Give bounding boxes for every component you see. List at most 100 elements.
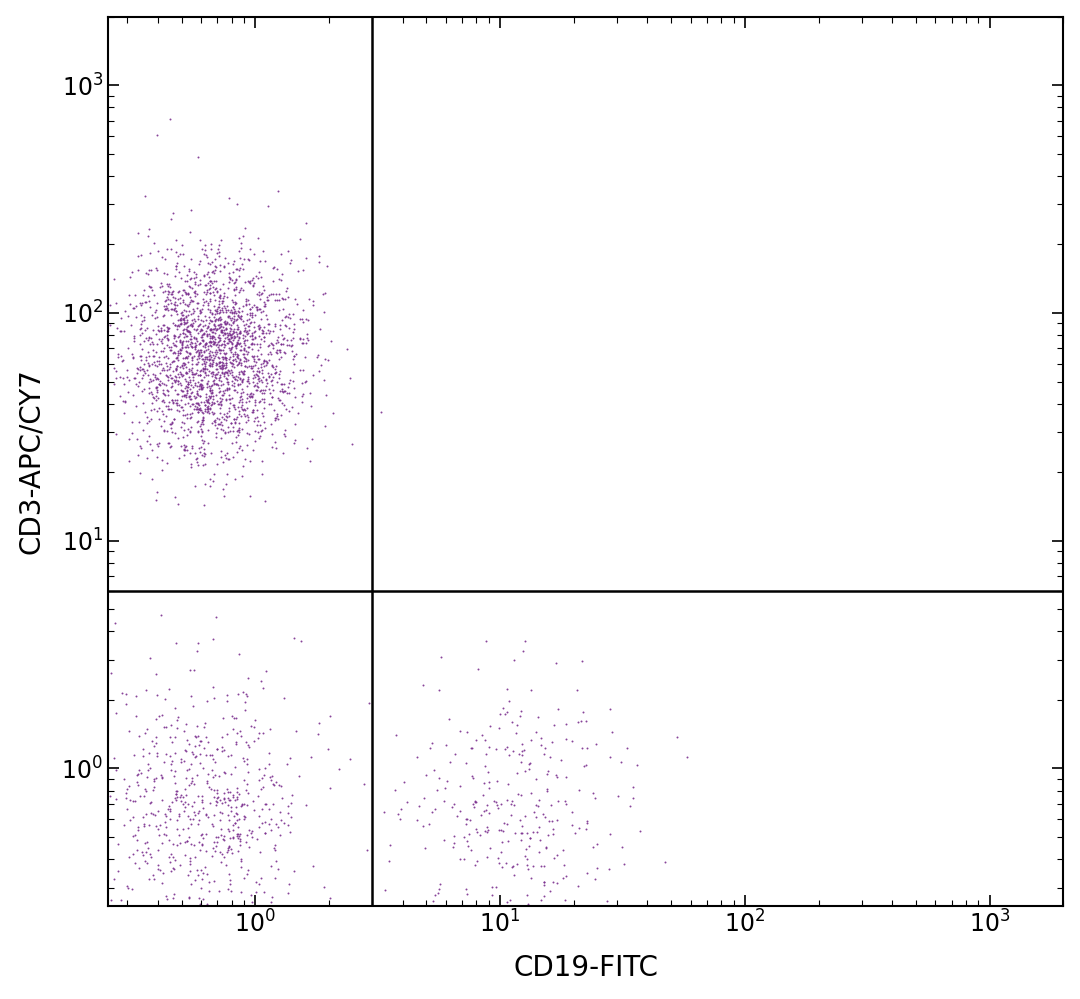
Point: [212, 373, 229, 389]
Point: [237, 275, 254, 291]
Point: [251, 321, 268, 337]
Point: [229, 317, 246, 333]
Point: [200, 436, 217, 452]
Point: [265, 382, 282, 398]
Point: [192, 826, 210, 842]
Point: [153, 792, 171, 808]
Point: [264, 359, 281, 375]
Point: [276, 429, 294, 445]
Point: [287, 346, 305, 362]
Point: [178, 344, 195, 360]
Point: [254, 453, 271, 469]
Point: [225, 314, 242, 330]
Point: [202, 780, 219, 796]
Point: [240, 412, 257, 428]
Point: [214, 361, 231, 377]
Point: [132, 349, 149, 365]
Point: [183, 328, 200, 344]
Point: [228, 349, 245, 365]
Point: [243, 341, 260, 357]
Point: [230, 231, 247, 247]
Point: [124, 300, 141, 316]
Point: [158, 408, 175, 424]
Point: [175, 722, 192, 738]
Point: [429, 885, 446, 901]
Point: [241, 312, 258, 328]
Point: [286, 432, 303, 448]
Point: [511, 811, 528, 827]
Point: [221, 354, 239, 370]
Point: [156, 340, 173, 356]
Point: [170, 284, 187, 300]
Point: [195, 246, 213, 262]
Point: [502, 795, 519, 811]
Point: [528, 824, 545, 840]
Point: [140, 413, 158, 429]
Point: [147, 710, 164, 726]
Point: [144, 372, 161, 388]
Point: [230, 407, 247, 423]
Point: [205, 782, 222, 798]
Point: [195, 740, 213, 756]
Point: [166, 382, 184, 398]
Point: [481, 739, 498, 755]
Point: [259, 338, 276, 354]
Point: [491, 706, 509, 722]
Point: [137, 682, 154, 698]
Point: [207, 259, 225, 275]
Point: [148, 379, 165, 395]
Point: [179, 286, 197, 302]
Point: [166, 426, 184, 442]
Point: [154, 393, 172, 409]
Point: [281, 875, 298, 891]
Point: [288, 296, 306, 312]
Point: [180, 381, 198, 397]
Point: [203, 306, 220, 322]
Point: [230, 377, 247, 393]
Point: [276, 346, 294, 362]
Point: [490, 799, 508, 815]
Point: [227, 337, 244, 353]
Point: [215, 832, 232, 848]
Point: [226, 253, 243, 269]
Point: [190, 834, 207, 850]
Point: [217, 451, 234, 467]
Point: [191, 303, 208, 319]
Point: [145, 782, 162, 798]
Point: [249, 730, 267, 746]
Point: [194, 406, 212, 422]
Point: [190, 635, 207, 651]
Point: [161, 728, 178, 744]
Point: [598, 893, 616, 909]
Point: [181, 373, 199, 389]
Point: [211, 358, 228, 374]
Point: [165, 886, 183, 902]
Point: [195, 355, 213, 371]
Point: [191, 324, 208, 340]
Point: [225, 256, 242, 272]
Point: [160, 332, 177, 348]
Point: [170, 806, 187, 822]
Point: [228, 411, 245, 427]
Point: [426, 762, 443, 778]
Point: [140, 357, 158, 373]
Point: [237, 403, 254, 419]
Point: [187, 338, 204, 354]
Point: [545, 716, 563, 732]
Point: [134, 422, 151, 438]
Point: [176, 781, 193, 797]
Point: [204, 385, 221, 401]
Point: [216, 325, 233, 341]
Point: [149, 861, 166, 877]
Point: [148, 359, 165, 375]
Point: [227, 351, 244, 367]
Point: [191, 754, 208, 770]
Point: [257, 357, 274, 373]
Point: [203, 322, 220, 338]
Point: [519, 896, 537, 912]
Point: [201, 329, 218, 345]
Point: [232, 884, 249, 900]
Point: [183, 307, 200, 323]
Point: [292, 312, 309, 328]
Point: [201, 351, 218, 367]
